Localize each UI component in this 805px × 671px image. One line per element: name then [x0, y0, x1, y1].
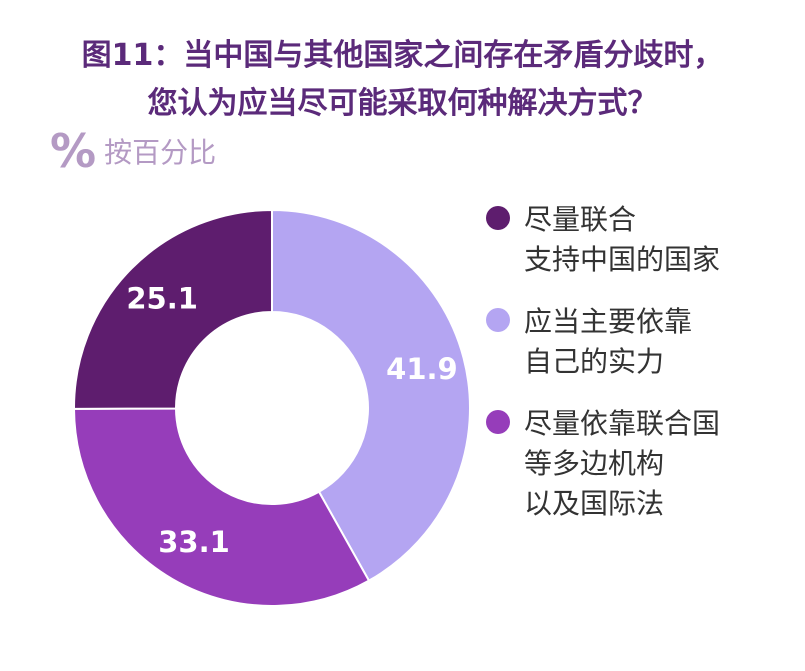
- legend-swatch-icon: [486, 308, 510, 332]
- legend-item: 尽量依靠联合国 等多边机构以及国际法: [486, 404, 786, 524]
- donut-slice: [72, 407, 371, 607]
- legend-item: 应当主要依靠 自己的实力: [486, 302, 786, 382]
- percent-icon: %: [50, 124, 97, 178]
- legend-label-line: 自己的实力: [524, 345, 665, 378]
- unit-indicator: % 按百分比: [50, 128, 216, 174]
- slice-value-label: 25.1: [126, 282, 198, 316]
- legend-swatch-icon: [486, 206, 510, 230]
- legend-label-line: 尽量联合: [524, 203, 637, 236]
- slice-value-label: 33.1: [158, 525, 230, 559]
- legend-item: 尽量联合支持中国的国家: [486, 200, 786, 280]
- donut-slice: [73, 208, 273, 410]
- unit-label: 按百分比: [104, 136, 217, 169]
- legend-label: 应当主要依靠 自己的实力: [524, 302, 692, 382]
- chart-title-line-1: 图11：当中国与其他国家之间存在矛盾分歧时，: [81, 38, 724, 73]
- legend-label-line: 等多边机构: [524, 447, 665, 480]
- legend-label: 尽量依靠联合国 等多边机构以及国际法: [524, 404, 720, 524]
- legend-label-line: 应当主要依靠: [524, 305, 693, 338]
- donut-slice: [271, 208, 471, 583]
- slice-value-label: 41.9: [386, 352, 458, 386]
- legend-label: 尽量联合支持中国的国家: [524, 200, 720, 280]
- legend: 尽量联合 支持中国的国家 应当主要依靠 自己的实力 尽量依靠联合国 等多边机构 以及国际法: [486, 200, 786, 546]
- chart-title-line-2: 您认为应当尽可能采取何种解决方式？: [147, 86, 658, 121]
- legend-swatch-icon: [486, 410, 510, 434]
- legend-label-line: 尽量依靠联合国: [524, 407, 721, 440]
- legend-label-line: 支持中国的国家: [524, 243, 721, 276]
- legend-label-line: 以及国际法: [524, 487, 665, 520]
